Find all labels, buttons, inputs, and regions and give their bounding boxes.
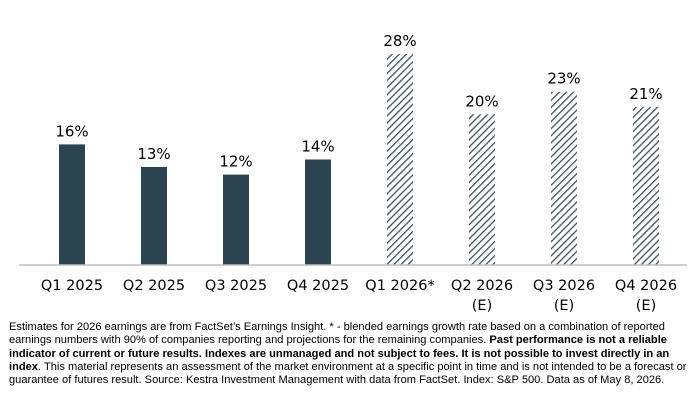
- bar-3: [223, 174, 249, 265]
- x-tick-label: Q3 2026: [533, 278, 595, 294]
- footnote-text: Estimates for 2026 earnings are from Fac…: [9, 321, 665, 347]
- x-tick-label: Q4 2025: [287, 278, 349, 294]
- x-tick-label: (E): [472, 298, 492, 314]
- x-tick-label: Q1 2025: [41, 278, 103, 294]
- x-tick-labels: Q1 2025 Q2 2025 Q3 2025 Q4 2025 Q1 2026* Q2 2…: [41, 278, 677, 314]
- bar-value-label: 14%: [301, 138, 334, 156]
- bar-value-label: 20%: [465, 92, 498, 110]
- x-tick-label: Q1 2026*: [365, 278, 434, 294]
- bar-value-label: 23%: [547, 70, 580, 88]
- x-tick-label: (E): [636, 298, 656, 314]
- x-tick-label: Q2 2025: [123, 278, 185, 294]
- x-tick-label: (E): [554, 298, 574, 314]
- bar-6: [469, 114, 495, 265]
- earnings-growth-bar-chart: 16%13% 12%14%28%20%23%21% Q1 2025 Q2 2025 Q…: [19, 32, 687, 314]
- footnote-disclaimer-bold: Past performance is not a reliable indic…: [9, 334, 670, 373]
- bars-layer: [59, 54, 659, 266]
- bar-value-label: 13%: [137, 145, 170, 163]
- bar-value-label: 28%: [383, 32, 416, 50]
- bar-value-label: 12%: [219, 153, 252, 171]
- labels-layer: 16% 13% 12% 14% 28% 20% 23% 21%: [55, 32, 662, 171]
- bar-2: [141, 167, 167, 265]
- chart-footnote: Estimates for 2026 earnings are from Fac…: [9, 321, 697, 387]
- x-tick-label: Q2 2026: [451, 278, 513, 294]
- x-tick-label: Q3 2025: [205, 278, 267, 294]
- bar-7: [551, 91, 577, 265]
- bar-1: [59, 144, 85, 265]
- x-tick-label: Q4 2026: [615, 278, 677, 294]
- bar-value-label: 16%: [55, 122, 88, 140]
- bar-4: [305, 159, 331, 265]
- bar-value-label: 21%: [629, 85, 662, 103]
- bar-5: [387, 54, 413, 265]
- footnote-text-continued: . This material represents an assessment…: [9, 360, 687, 387]
- bar-8: [633, 106, 659, 266]
